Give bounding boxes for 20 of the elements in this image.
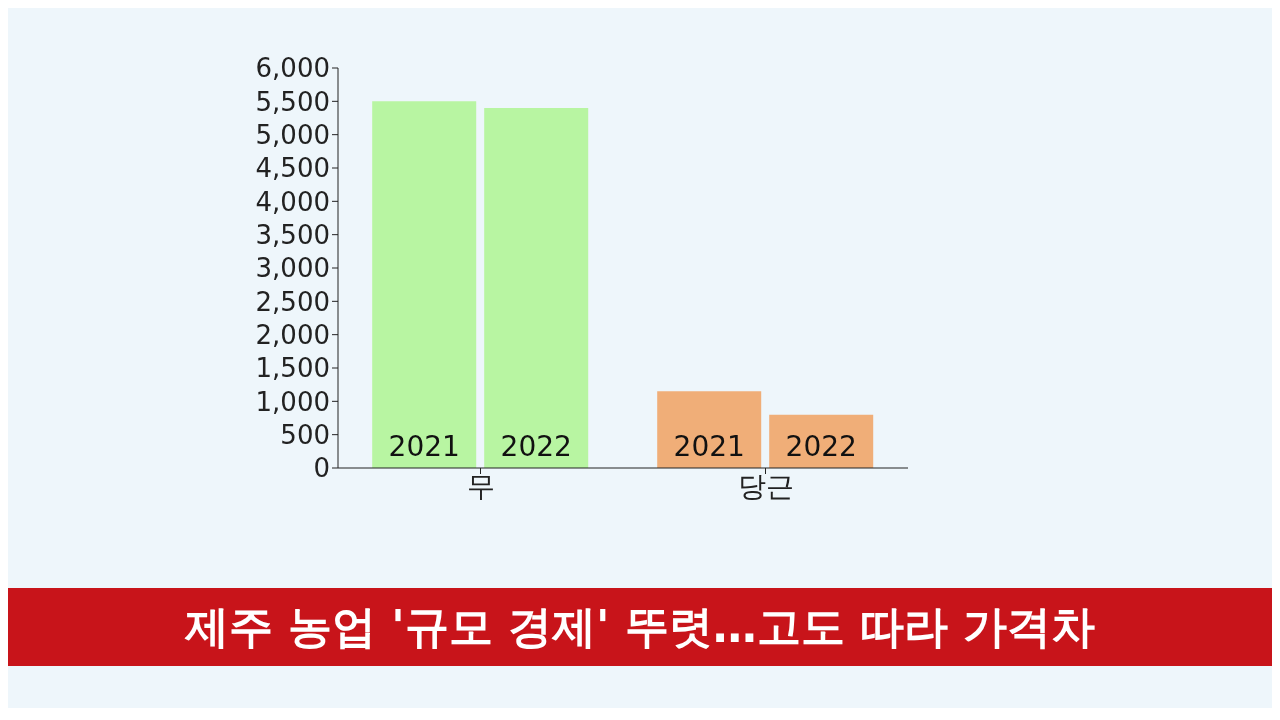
y-tick-label: 5,500 — [255, 86, 330, 117]
y-tick-label: 2,500 — [255, 286, 330, 317]
y-tick-label: 5,000 — [255, 119, 330, 150]
y-tick-label: 4,000 — [255, 186, 330, 217]
text: 제주 농업 '규모 경제' 뚜렷…고도 따라 가격차 — [8, 588, 1272, 666]
series-label: 2021 — [388, 430, 460, 463]
y-tick-label: 4,500 — [255, 153, 330, 184]
y-tick-label: 500 — [280, 419, 330, 450]
y-tick-label: 1,500 — [255, 353, 330, 384]
y-tick-label: 6,000 — [255, 53, 330, 84]
y-tick-label: 3,500 — [255, 219, 330, 250]
x-tick-label: 당근 — [737, 469, 794, 503]
text: 2021 — [673, 430, 745, 463]
x-tick-label: 무 — [466, 469, 495, 503]
y-tick-label: 0 — [313, 453, 330, 484]
text: 2022 — [785, 430, 857, 463]
y-tick-label: 1,000 — [255, 386, 330, 417]
y-tick-label: 3,000 — [255, 253, 330, 284]
series-label: 2022 — [500, 430, 572, 463]
y-tick-label: 2,000 — [255, 319, 330, 350]
